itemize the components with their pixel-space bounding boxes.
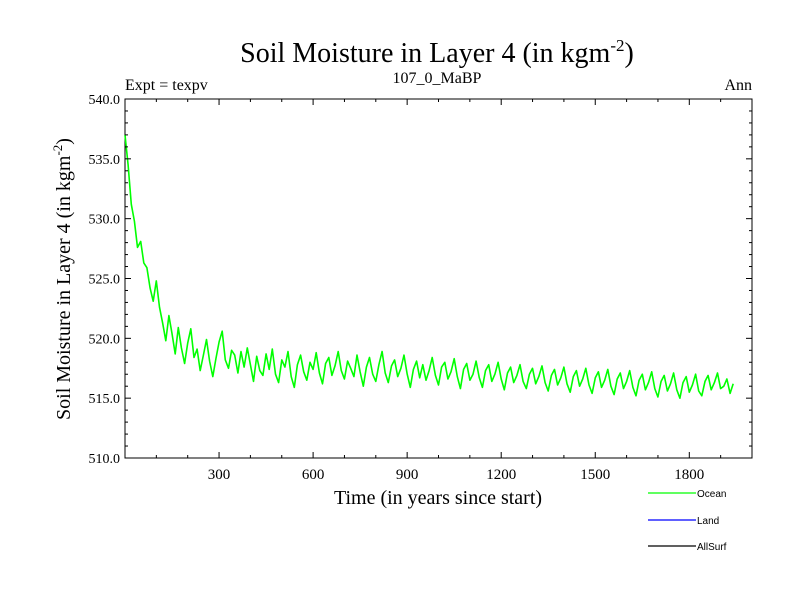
y-tick-label: 520.0 <box>89 332 121 347</box>
plot-frame <box>124 98 753 459</box>
x-tick-label: 600 <box>302 467 325 483</box>
subtitle-right: Ann <box>724 77 752 94</box>
y-tick-label: 510.0 <box>89 452 121 467</box>
subtitle-left: Expt = texpv <box>125 77 208 94</box>
y-tick-label: 535.0 <box>89 153 121 168</box>
x-tick-label: 900 <box>396 467 419 483</box>
y-tick-label: 540.0 <box>89 93 121 108</box>
x-tick-label: 1200 <box>486 467 516 483</box>
subtitle-center: 107_0_MaBP <box>393 70 482 87</box>
y-axis-label: Soil Moisture in Layer 4 (in kgm-2) <box>50 138 75 420</box>
x-tick-label: 1800 <box>674 467 704 483</box>
x-tick-label: 300 <box>208 467 231 483</box>
x-axis-label: Time (in years since start) <box>334 487 542 509</box>
y-tick-label: 525.0 <box>89 273 121 288</box>
legend-label-ocean: Ocean <box>697 489 726 500</box>
chart-title: Soil Moisture in Layer 4 (in kgm-2) <box>240 36 634 69</box>
y-axis: 510.0 515.0 520.0 525.0 530.0 535.0 540.0 <box>89 93 752 467</box>
y-tick-label: 530.0 <box>89 213 121 228</box>
legend: Ocean Land AllSurf <box>648 489 727 553</box>
series-line-land <box>124 134 734 400</box>
legend-label-allsurf: AllSurf <box>697 542 727 553</box>
y-tick-label: 515.0 <box>89 392 121 407</box>
series-layer <box>124 134 734 400</box>
x-tick-label: 1500 <box>580 467 610 483</box>
x-axis: 300 600 900 1200 1500 1800 <box>155 99 722 483</box>
legend-label-land: Land <box>697 516 719 527</box>
